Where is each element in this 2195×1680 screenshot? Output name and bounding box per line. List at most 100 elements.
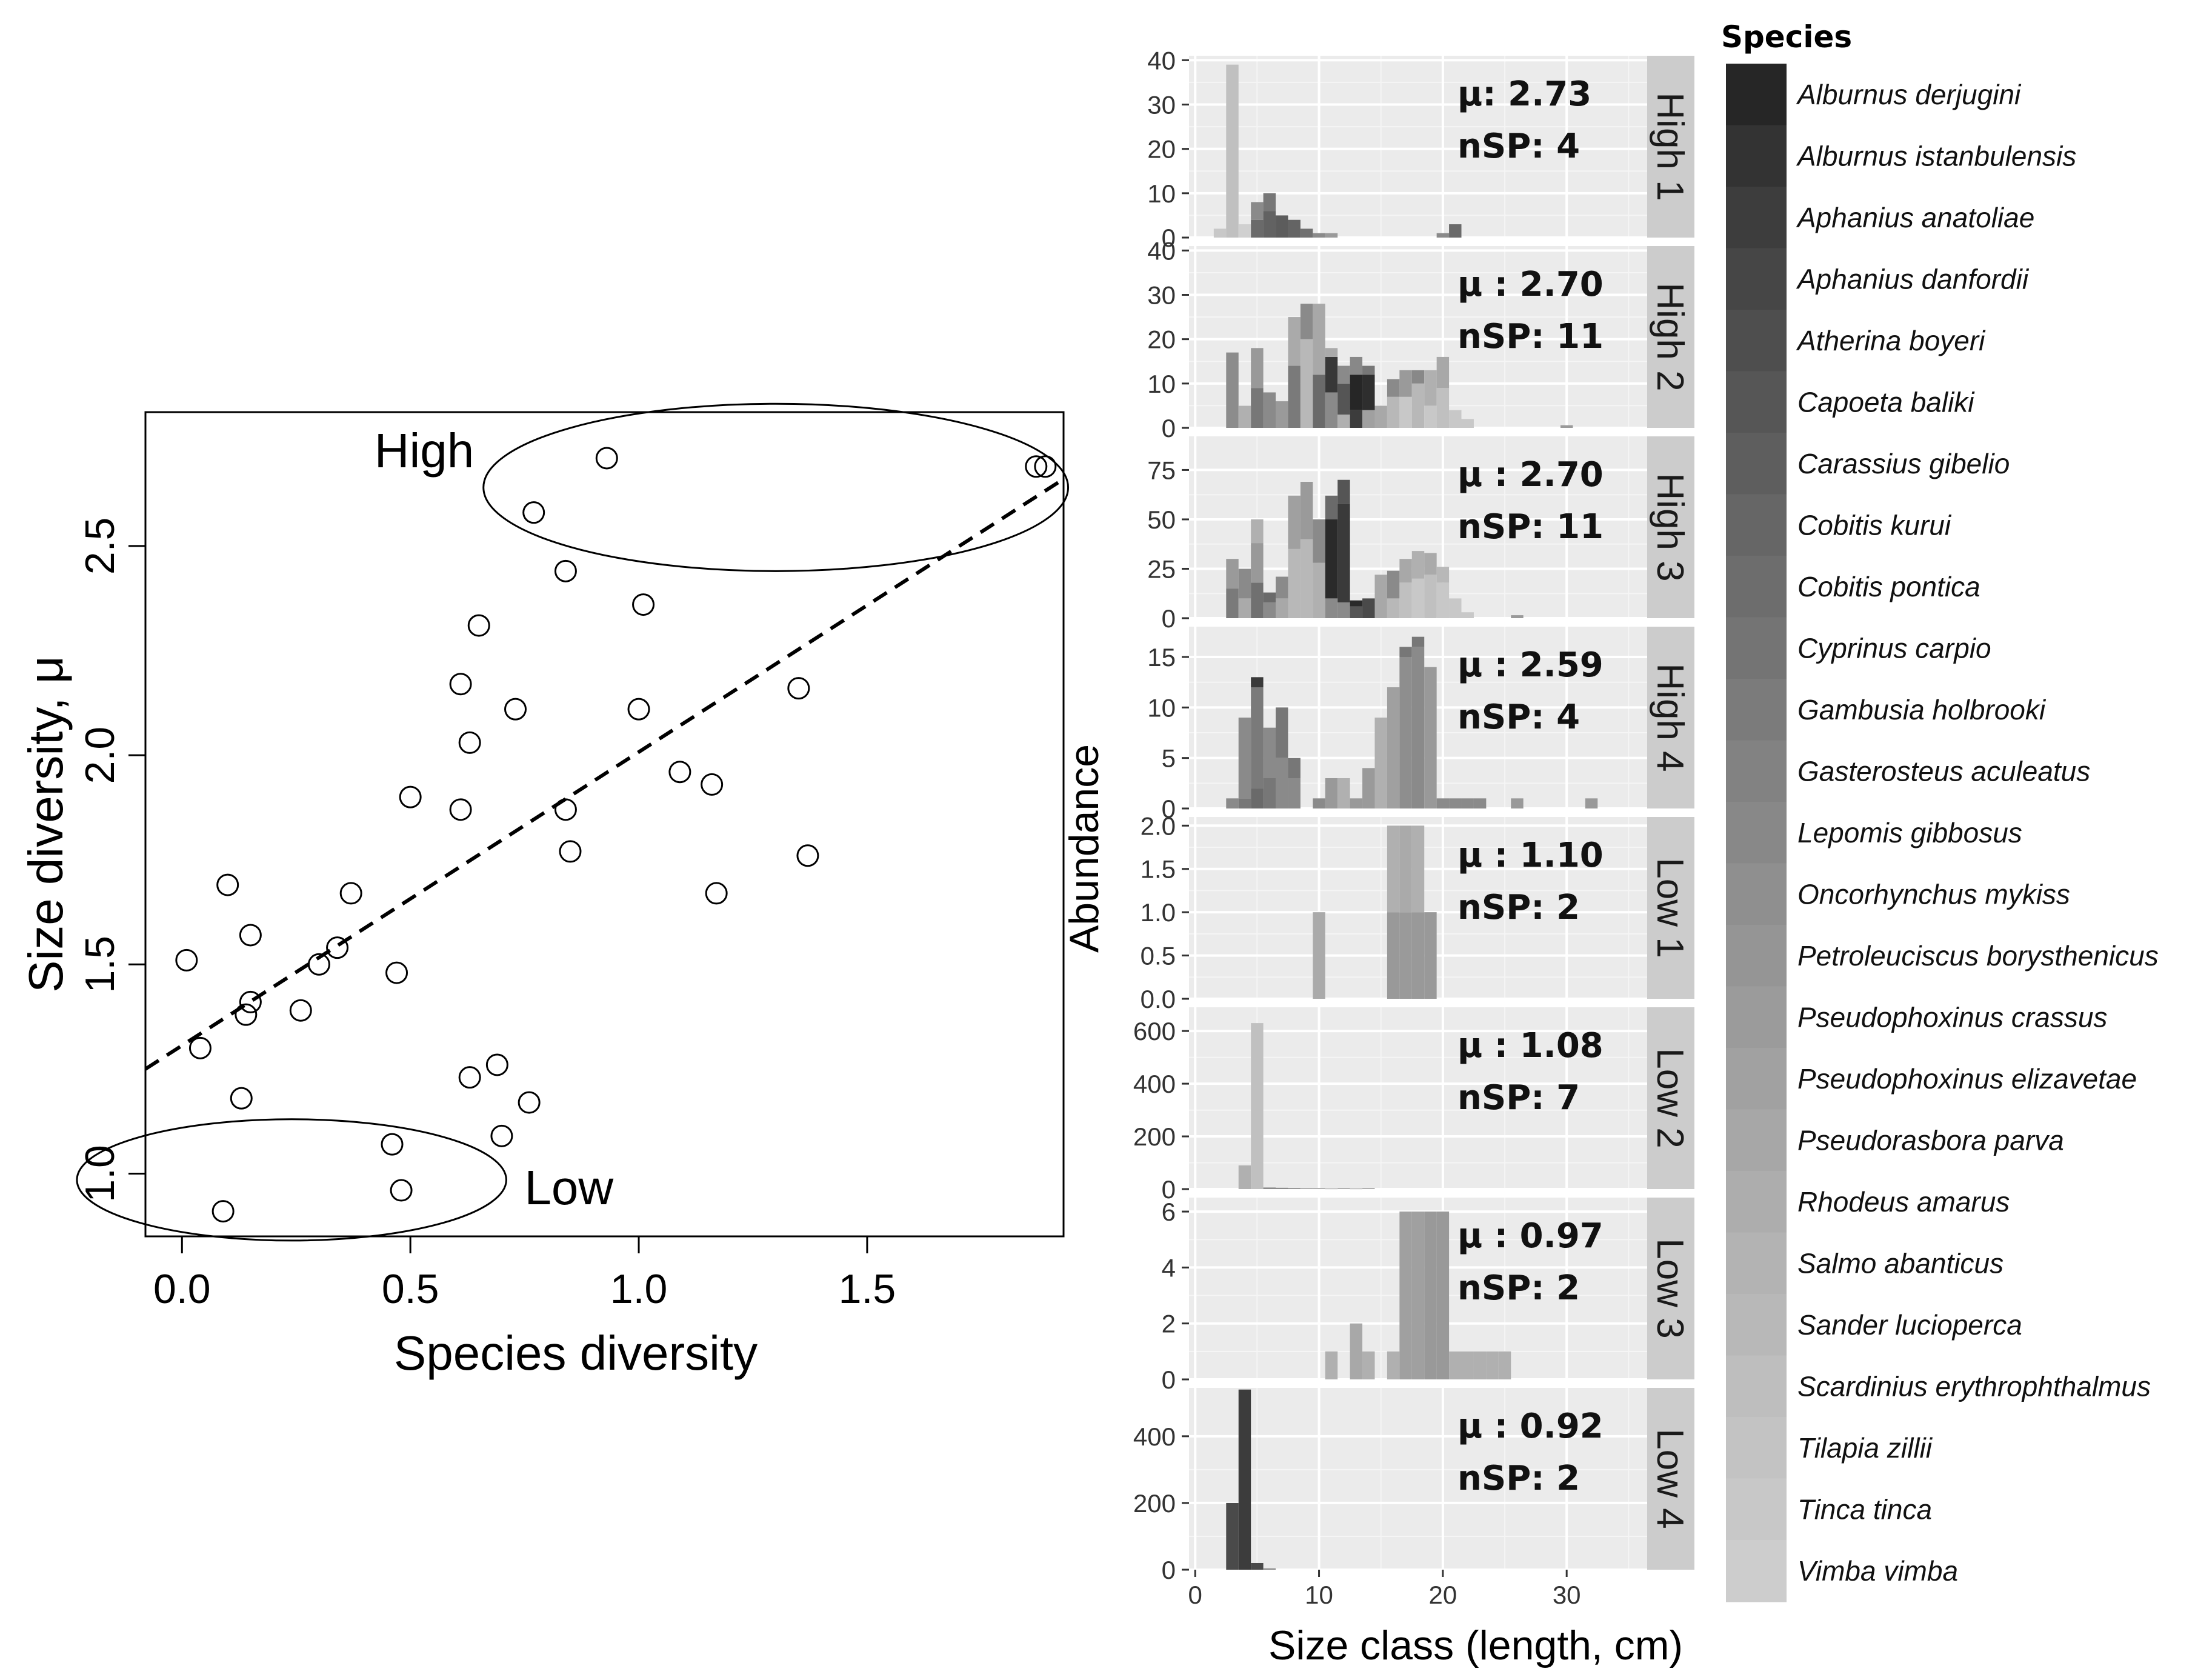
legend-swatch [1726,1109,1787,1172]
scatter-point [339,882,362,905]
group-ellipse-low [76,1118,507,1242]
scatter-point [326,936,349,959]
facet-strip [1647,56,1694,238]
legend-color-bar [1726,64,1787,1602]
histogram-bar-segment [1399,559,1412,583]
y-tick-label: 0 [1162,1175,1176,1204]
facet-strip [1647,817,1694,999]
histogram-bar-segment [1436,388,1450,428]
group-ellipse-high [482,402,1070,572]
legend-swatch [1726,1478,1787,1541]
scatter-point [1025,455,1048,478]
histogram-bar-segment [1325,1351,1338,1379]
histogram-bar-segment [1238,568,1251,599]
scatter-x-tick-label: 1.0 [610,1266,668,1312]
legend-entry: Pseudorasbora parva [1797,1124,2064,1156]
histogram-bar-segment [1387,825,1400,913]
histogram-bar-segment [1461,1351,1474,1379]
x-tick-label: 0 [1188,1581,1202,1609]
histogram-bar-segment [1300,1188,1313,1189]
histogram-bar-segment [1350,410,1363,428]
scatter-point [175,948,198,972]
histogram-bar-segment [1424,575,1437,618]
histogram-bar-segment [1251,687,1264,788]
legend-swatch [1726,1355,1787,1418]
histogram-bar-segment [1449,410,1462,428]
histogram-bar-segment [1337,602,1350,618]
scatter-point [595,447,618,470]
histogram-bar-segment [1325,348,1338,357]
histogram-bar-segment [1313,304,1325,375]
facet-strip [1647,1007,1694,1189]
histogram-bar-segment [1424,912,1437,999]
histogram-bar-segment [1362,1188,1375,1189]
histogram-bar-segment [1238,1389,1251,1570]
legend-entry: Lepomis gibbosus [1797,817,2022,848]
mu-annotation: μ : 2.70 [1457,265,1604,304]
scatter-x-tick-label: 0.5 [382,1266,439,1312]
histogram-bar-segment [1449,1351,1462,1379]
y-tick-label: 200 [1133,1489,1176,1518]
histogram-bar-segment [1362,768,1375,808]
scatter-point [701,773,724,796]
x-tick-label: 10 [1305,1581,1333,1609]
histogram-bar-segment [1337,778,1350,808]
legend-entry: Scardinius erythrophthalmus [1797,1370,2151,1402]
group-label-high: High [375,424,475,478]
legend-entry: Gambusia holbrooki [1797,694,2047,725]
facet-panel-high-2: 0 10 20 30 40 μ : 2.70 nSP: 11 High 2 [1147,236,1694,442]
legend-entry: Alburnus istanbulensis [1796,140,2076,172]
facet-panel-low-2: 0 200 400 600 μ : 1.08 nSP: 7 Low 2 [1133,1007,1694,1204]
facet-strip-label: Low 1 [1649,858,1691,958]
histogram-bar-segment [1276,576,1288,599]
facet-strip-label: Low 3 [1649,1238,1691,1338]
histogram-bar-segment [1251,582,1264,618]
y-tick-label: 1.5 [1141,855,1176,884]
histogram-bar-segment [1387,396,1400,428]
histogram-bar-segment [1411,912,1425,999]
histogram-bar-segment [1399,912,1412,999]
scatter-point [289,999,312,1022]
histogram-bar-segment [1226,798,1239,808]
histogram-bar-segment [1313,519,1325,563]
legend-swatch [1726,64,1787,126]
scatter-point [467,614,490,637]
mu-annotation: μ : 1.10 [1457,836,1604,875]
scatter-point [458,731,481,754]
histogram-bar-segment [1399,582,1412,618]
histogram-bar-segment [1399,647,1412,657]
legend-swatch [1726,925,1787,987]
histogram-bar-segment [1325,392,1338,428]
scatter-y-label: Size diversity, μ [19,656,73,993]
histogram-bar-segment [1399,1212,1412,1379]
histogram-bar-segment [1411,647,1425,808]
nsp-annotation: nSP: 2 [1457,1459,1580,1498]
scatter-point [705,882,728,905]
y-tick-label: 40 [1147,236,1176,265]
scatter-point [212,1200,235,1223]
histogram-bar-segment [1387,912,1400,999]
histogram-bar-segment [1560,425,1573,428]
histogram-bar-segment [1337,383,1350,415]
scatter-plot: 0.0 0.5 1.0 1.5 1.0 1.5 2.0 2.5 High Low Specie… [19,402,1070,1380]
scatter-x-tick-label: 0.0 [153,1266,211,1312]
histogram-bar-segment [1362,1351,1375,1379]
histogram-bar-segment [1325,356,1338,393]
panel-background [1189,1388,1647,1570]
histogram-bar-segment [1424,1212,1437,1379]
legend-entry: Alburnus derjugini [1796,79,2022,110]
histogram-bar-segment [1411,370,1425,384]
facet-strip-label: High 1 [1649,92,1691,201]
legend-swatch [1726,679,1787,741]
scatter-trend [144,477,1065,1071]
y-tick-label: 30 [1147,281,1176,309]
scatter-point [235,1003,258,1026]
histogram-bar-segment [1251,1562,1264,1570]
legend-swatch [1726,371,1787,433]
histogram-bar-segment [1213,228,1227,238]
histogram-bar-segment [1411,1212,1425,1379]
scatter-y-ticks: 1.0 1.5 2.0 2.5 [77,518,145,1202]
histogram-bar-segment [1276,707,1288,758]
histogram-bar-segment [1337,479,1350,504]
